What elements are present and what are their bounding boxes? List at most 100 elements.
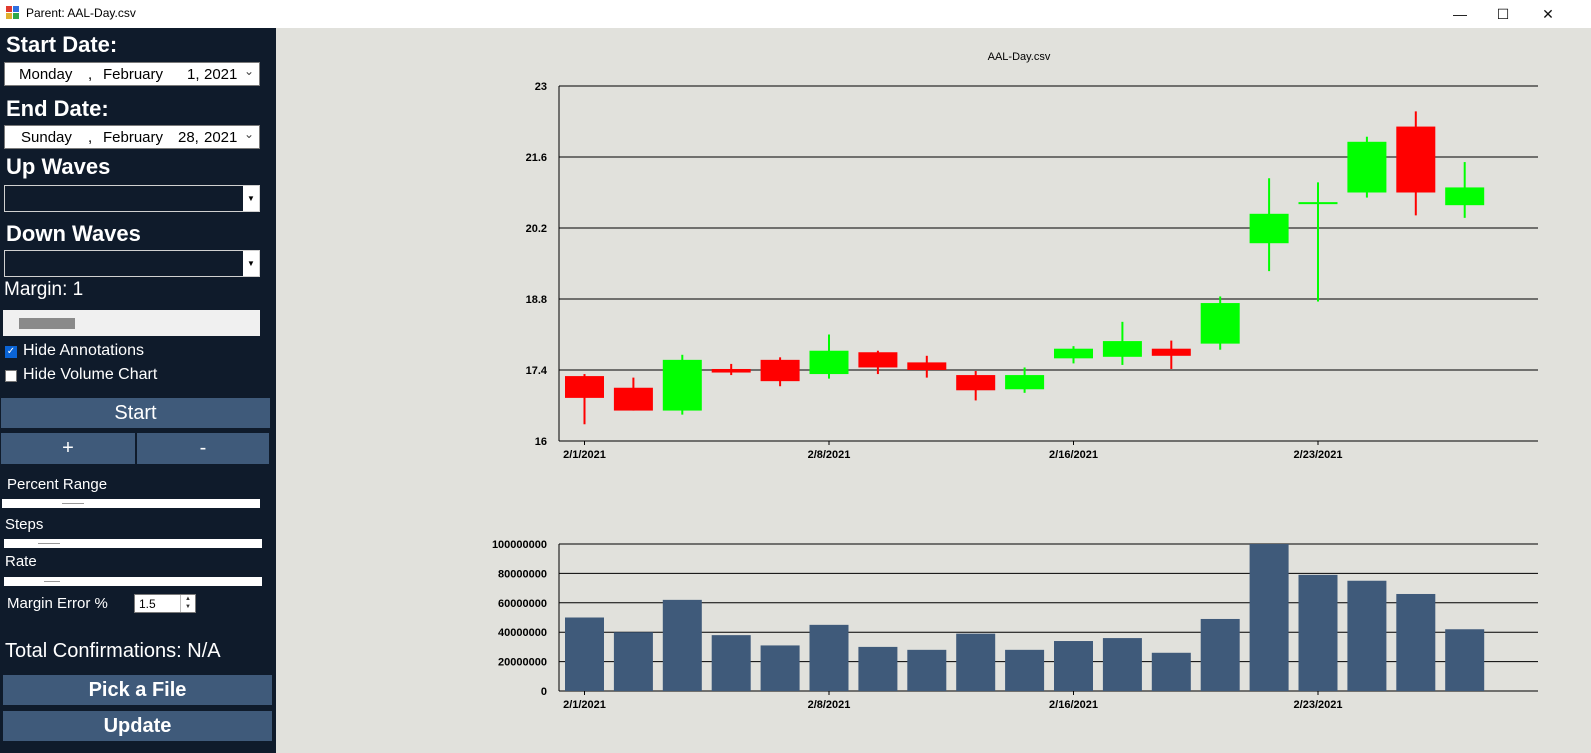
price-x-tick-label: 2/8/2021 bbox=[808, 449, 851, 461]
candle-body bbox=[711, 368, 751, 373]
close-icon: ✕ bbox=[1542, 5, 1554, 22]
candle-body bbox=[662, 359, 702, 411]
margin-error-value: 1.5 bbox=[139, 597, 156, 611]
end-day: 28, bbox=[178, 129, 199, 146]
rate-thumb[interactable] bbox=[44, 581, 60, 582]
volume-y-tick-label: 0 bbox=[541, 686, 547, 698]
steps-slider[interactable] bbox=[4, 539, 262, 548]
hide-volume-checkbox[interactable] bbox=[5, 370, 17, 382]
app-icon bbox=[6, 6, 20, 20]
end-date-picker[interactable]: Sunday , February 28, 2021 ⌄ bbox=[4, 125, 260, 149]
candle bbox=[1249, 178, 1289, 272]
volume-bar bbox=[1298, 574, 1338, 691]
update-button[interactable]: Update bbox=[3, 711, 272, 741]
close-button[interactable]: ✕ bbox=[1525, 0, 1571, 28]
candle-body bbox=[1005, 375, 1045, 390]
rate-slider[interactable] bbox=[4, 577, 262, 586]
start-button[interactable]: Start bbox=[1, 398, 270, 428]
up-waves-label: Up Waves bbox=[6, 154, 111, 179]
candle bbox=[1396, 111, 1436, 216]
total-confirmations: Total Confirmations: N/A bbox=[5, 640, 221, 662]
hide-annotations-checkbox[interactable]: ✓ bbox=[5, 346, 17, 358]
start-sep: , bbox=[88, 66, 93, 83]
minimize-button[interactable]: — bbox=[1437, 0, 1483, 28]
start-month: February bbox=[103, 66, 164, 83]
candle-body bbox=[1396, 126, 1436, 193]
price-x-tick-label: 2/23/2021 bbox=[1294, 449, 1343, 461]
steps-label: Steps bbox=[5, 516, 44, 533]
candle bbox=[809, 334, 849, 379]
candle bbox=[1054, 346, 1093, 364]
margin-slider-thumb[interactable] bbox=[19, 318, 75, 329]
percent-range-slider[interactable] bbox=[2, 499, 260, 508]
price-x-tick-label: 2/16/2021 bbox=[1049, 449, 1098, 461]
candle-body bbox=[760, 359, 800, 382]
candle-body bbox=[565, 376, 604, 398]
volume-bar bbox=[711, 635, 751, 691]
end-weekday: Sunday bbox=[21, 129, 72, 146]
percent-range-thumb[interactable] bbox=[62, 503, 84, 504]
candle bbox=[956, 371, 996, 401]
candle bbox=[1445, 162, 1485, 218]
end-sep: , bbox=[88, 129, 93, 146]
plus-button[interactable]: + bbox=[1, 433, 135, 464]
margin-error-label: Margin Error % bbox=[7, 595, 108, 612]
volume-bar bbox=[809, 624, 849, 691]
spin-arrows-icon[interactable]: ▲ ▼ bbox=[180, 595, 195, 612]
up-waves-dropdown[interactable]: ▼ bbox=[4, 185, 260, 212]
candle bbox=[613, 377, 653, 411]
candle-body bbox=[1151, 348, 1191, 356]
chart-title: AAL-Day.csv bbox=[988, 51, 1051, 63]
dropdown-arrow-icon: ▼ bbox=[243, 186, 259, 211]
maximize-button[interactable]: ☐ bbox=[1480, 0, 1526, 28]
candle-body bbox=[1200, 303, 1240, 344]
volume-x-tick-label: 2/16/2021 bbox=[1049, 699, 1098, 711]
volume-y-tick-label: 20000000 bbox=[498, 657, 547, 669]
steps-thumb[interactable] bbox=[38, 543, 60, 544]
down-waves-dropdown[interactable]: ▼ bbox=[4, 250, 260, 277]
volume-x-tick-label: 2/1/2021 bbox=[563, 699, 606, 711]
candle bbox=[1347, 136, 1387, 198]
volume-bar bbox=[1396, 593, 1436, 691]
volume-bar bbox=[662, 599, 702, 691]
candle bbox=[565, 374, 604, 425]
volume-bar bbox=[1005, 649, 1045, 691]
start-date-label: Start Date: bbox=[6, 32, 118, 57]
volume-bar bbox=[613, 632, 653, 691]
candle bbox=[662, 354, 702, 415]
volume-y-tick-label: 40000000 bbox=[498, 627, 547, 639]
price-y-tick-label: 21.6 bbox=[526, 152, 547, 164]
margin-slider[interactable] bbox=[3, 310, 260, 336]
candle bbox=[1151, 340, 1191, 369]
volume-bar bbox=[1200, 618, 1240, 691]
minus-button[interactable]: - bbox=[137, 433, 269, 464]
candle-body bbox=[907, 362, 947, 370]
price-y-tick-label: 18.8 bbox=[526, 294, 547, 306]
rate-label: Rate bbox=[5, 553, 37, 570]
chart-area: AAL-Day.csv 16 17.4 18.8 20.2 21.6 23 2/1/2021… bbox=[492, 51, 1538, 711]
start-weekday: Monday bbox=[19, 66, 73, 83]
end-date-label: End Date: bbox=[6, 96, 109, 121]
start-date-picker[interactable]: Monday , February 1, 2021 ⌄ bbox=[4, 62, 260, 86]
volume-y-tick-label: 80000000 bbox=[498, 568, 547, 580]
pick-file-button[interactable]: Pick a File bbox=[3, 675, 272, 705]
percent-range-label: Percent Range bbox=[7, 476, 108, 493]
candle-body bbox=[1249, 213, 1289, 244]
margin-error-input[interactable]: 1.5 ▲ ▼ bbox=[134, 594, 196, 613]
candle-body bbox=[1298, 202, 1338, 205]
volume-bar bbox=[956, 633, 996, 691]
price-y-tick-label: 16 bbox=[535, 436, 547, 448]
price-y-tick-label: 23 bbox=[535, 81, 547, 93]
candle-body bbox=[1347, 141, 1387, 193]
volume-bar bbox=[907, 649, 947, 691]
volume-bar bbox=[760, 645, 800, 691]
candle bbox=[907, 355, 947, 378]
volume-x-tick-label: 2/23/2021 bbox=[1294, 699, 1343, 711]
volume-x-tick-label: 2/8/2021 bbox=[808, 699, 851, 711]
volume-y-tick-label: 60000000 bbox=[498, 598, 547, 610]
end-year: 2021 bbox=[204, 129, 238, 146]
volume-bar bbox=[1151, 652, 1191, 691]
candle bbox=[711, 363, 751, 376]
candle bbox=[1102, 321, 1142, 365]
candle bbox=[1298, 182, 1338, 302]
